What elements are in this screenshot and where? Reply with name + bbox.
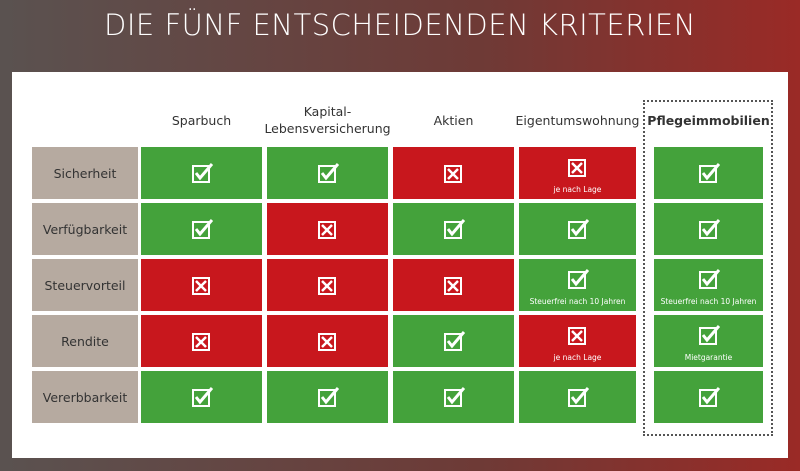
- check-icon: [698, 219, 720, 239]
- cell: je nach Lage: [519, 147, 636, 199]
- check-icon: [191, 163, 213, 183]
- cell: [267, 371, 388, 423]
- check-icon: [567, 387, 589, 407]
- cell: [141, 315, 262, 367]
- cross-icon: [567, 159, 586, 177]
- check-icon: [443, 387, 465, 407]
- cell: [141, 371, 262, 423]
- cell: [519, 371, 636, 423]
- check-icon: [698, 163, 720, 183]
- cell: Steuerfrei nach 10 Jahren: [519, 259, 636, 311]
- check-icon: [317, 387, 339, 407]
- cell: Mietgarantie: [654, 315, 763, 367]
- column-header: Aktien: [433, 112, 474, 128]
- column-header: Kapital- Lebensversicherung: [264, 104, 391, 136]
- check-icon: [443, 219, 465, 239]
- cell: [519, 203, 636, 255]
- cross-icon: [317, 277, 336, 295]
- highlight-frame: [643, 100, 773, 436]
- cell: [141, 203, 262, 255]
- row-label: Vererbbarkeit: [32, 371, 138, 423]
- cell: [267, 259, 388, 311]
- cell: [393, 315, 514, 367]
- cross-icon: [191, 277, 210, 295]
- cell: [267, 203, 388, 255]
- row-label: Sicherheit: [32, 147, 138, 199]
- cell: [267, 147, 388, 199]
- check-icon: [443, 331, 465, 351]
- check-icon: [191, 387, 213, 407]
- cell-note: je nach Lage: [553, 353, 602, 362]
- row-label: Rendite: [32, 315, 138, 367]
- cell: [393, 147, 514, 199]
- cross-icon: [443, 165, 462, 183]
- cross-icon: [567, 327, 586, 345]
- column-header: Eigentumswohnung: [515, 112, 640, 128]
- cell: je nach Lage: [519, 315, 636, 367]
- cell: [654, 371, 763, 423]
- check-icon: [698, 387, 720, 407]
- cell: [393, 371, 514, 423]
- row-label: Steuervorteil: [32, 259, 138, 311]
- cell: [393, 259, 514, 311]
- check-icon: [698, 325, 720, 345]
- cross-icon: [443, 277, 462, 295]
- cell-note: Steuerfrei nach 10 Jahren: [660, 297, 757, 306]
- row-label: Verfügbarkeit: [32, 203, 138, 255]
- cell: [141, 259, 262, 311]
- check-icon: [567, 219, 589, 239]
- cell: [393, 203, 514, 255]
- cell-note: Mietgarantie: [684, 353, 733, 362]
- cell: [654, 203, 763, 255]
- cell-note: je nach Lage: [553, 185, 602, 194]
- cell: [654, 147, 763, 199]
- check-icon: [191, 219, 213, 239]
- column-header: Sparbuch: [171, 112, 232, 128]
- cell: Steuerfrei nach 10 Jahren: [654, 259, 763, 311]
- check-icon: [317, 163, 339, 183]
- column-header: Pflegeimmobilien: [647, 112, 770, 128]
- title: DIE FÜNF ENTSCHEIDENDEN KRITERIEN: [104, 8, 696, 42]
- cell: [267, 315, 388, 367]
- check-icon: [698, 269, 720, 289]
- cross-icon: [317, 333, 336, 351]
- cell: [141, 147, 262, 199]
- check-icon: [567, 269, 589, 289]
- cross-icon: [317, 221, 336, 239]
- cell-note: Steuerfrei nach 10 Jahren: [529, 297, 626, 306]
- cross-icon: [191, 333, 210, 351]
